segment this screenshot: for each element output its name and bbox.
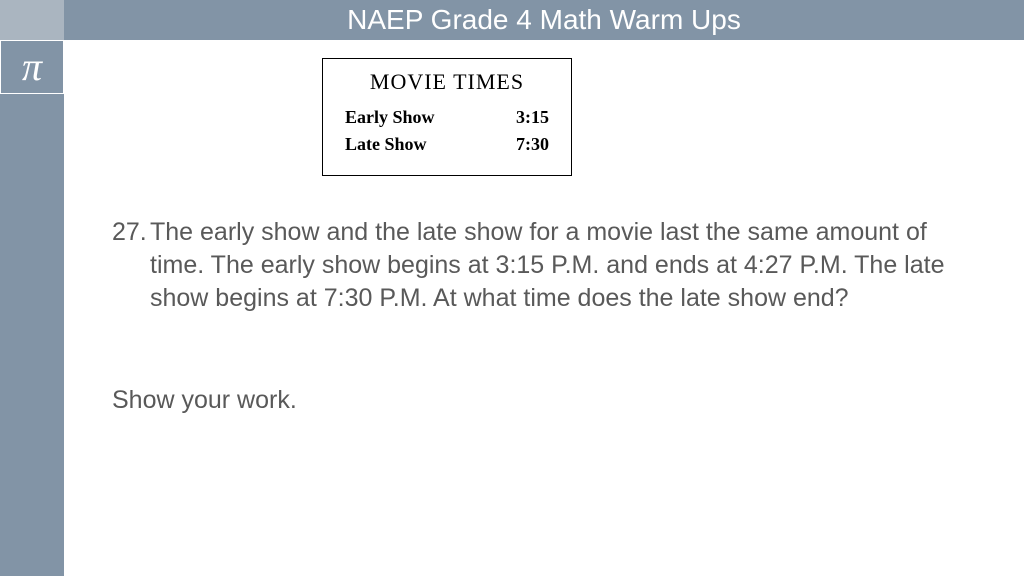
- question-block: 27.The early show and the late show for …: [112, 216, 992, 315]
- question-number: 27.: [112, 216, 150, 249]
- title-bar: NAEP Grade 4 Math Warm Ups: [64, 0, 1024, 40]
- movie-times-box: MOVIE TIMES Early Show 3:15 Late Show 7:…: [322, 58, 572, 176]
- movie-row-late: Late Show 7:30: [345, 134, 549, 155]
- page-title: NAEP Grade 4 Math Warm Ups: [347, 4, 741, 36]
- movie-row-time: 3:15: [516, 107, 549, 128]
- movie-row-time: 7:30: [516, 134, 549, 155]
- movie-row-label: Early Show: [345, 107, 435, 128]
- movie-box-title: MOVIE TIMES: [341, 69, 553, 95]
- left-rail-top-segment: [0, 0, 64, 40]
- pi-icon: π: [22, 47, 42, 87]
- question-text: The early show and the late show for a m…: [150, 216, 980, 315]
- content-area: MOVIE TIMES Early Show 3:15 Late Show 7:…: [64, 40, 1024, 576]
- instruction-text: Show your work.: [112, 386, 297, 415]
- pi-badge: π: [0, 40, 64, 94]
- movie-row-early: Early Show 3:15: [345, 107, 549, 128]
- movie-row-label: Late Show: [345, 134, 427, 155]
